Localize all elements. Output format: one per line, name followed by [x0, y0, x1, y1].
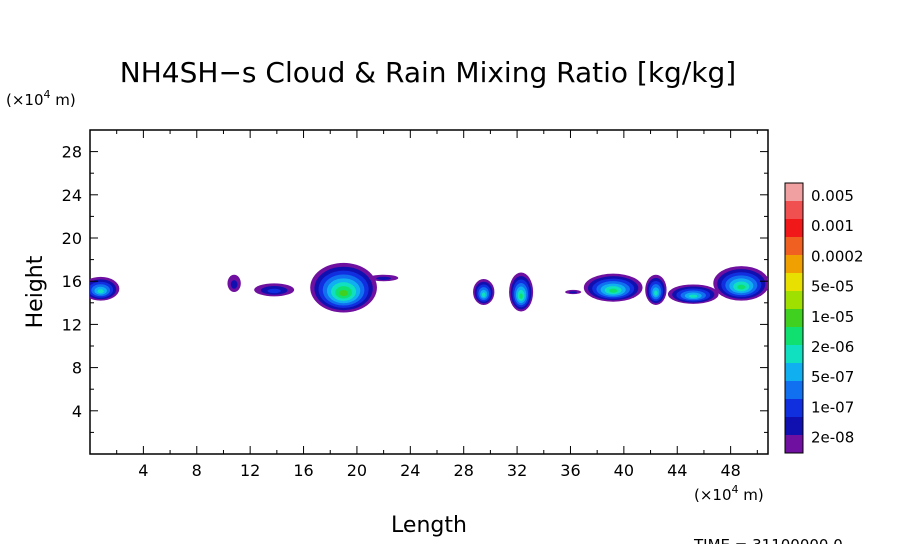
x-tick-label: 40	[614, 461, 634, 480]
cloud-contour	[608, 288, 618, 293]
cloud-blob	[583, 273, 643, 302]
cloud-blob	[90, 276, 120, 301]
x-tick-label: 32	[507, 461, 527, 480]
colorbar-label: 1e-07	[811, 398, 854, 416]
cloud-contour	[519, 293, 523, 299]
x-tick-label: 8	[192, 461, 202, 480]
colorbar-swatch	[785, 291, 803, 309]
x-ticks: 4 8 12 16 20 24 28 32 36 40 44 48	[116, 130, 758, 480]
colorbar-swatch	[785, 273, 803, 291]
colorbar-swatch	[785, 237, 803, 255]
cloud-contour	[267, 288, 281, 294]
colorbar-label: 2e-06	[811, 338, 854, 356]
cloud-blob	[645, 274, 667, 305]
colorbar-label: 0.001	[811, 217, 854, 235]
x-axis-label: Length	[391, 513, 467, 538]
cloud-blob	[310, 262, 377, 313]
y-tick-label: 8	[72, 359, 82, 378]
colorbar-swatch	[785, 219, 803, 237]
cloud-blob	[565, 289, 582, 295]
cloud-contour	[689, 294, 698, 298]
cloud-blob	[509, 272, 534, 312]
y-ticks: 4 8 12 16 20 24 28	[62, 143, 768, 433]
cloud-contour	[481, 292, 486, 297]
cloud-contour	[230, 280, 238, 289]
cloud-contour	[97, 289, 104, 294]
y-unit-label: (×104 m)	[6, 88, 76, 109]
time-label: TIME = 31100000.0	[693, 536, 843, 544]
cloud-blob	[473, 279, 495, 305]
cloud-contour	[737, 284, 746, 290]
cloud-contour	[376, 276, 391, 280]
x-tick-label: 16	[293, 461, 313, 480]
colorbar-swatch	[785, 399, 803, 417]
x-tick-label: 20	[347, 461, 367, 480]
cloud-blob	[254, 283, 295, 297]
cloud-contour	[339, 290, 348, 297]
colorbar-label: 0.0002	[811, 247, 864, 265]
cloud-blob	[713, 266, 768, 301]
y-tick-label: 28	[62, 143, 82, 162]
colorbar-label: 1e-05	[811, 308, 854, 326]
y-tick-label: 16	[62, 272, 82, 291]
cloud-blob	[227, 274, 241, 292]
x-tick-label: 36	[560, 461, 580, 480]
y-tick-label: 20	[62, 229, 82, 248]
cloud-field	[90, 262, 768, 313]
colorbar-swatch	[785, 255, 803, 273]
colorbar-label: 0.005	[811, 187, 854, 205]
colorbar-swatch	[785, 381, 803, 399]
colorbar-label: 5e-07	[811, 368, 854, 386]
colorbar-swatch	[785, 183, 803, 201]
x-tick-label: 4	[138, 461, 148, 480]
colorbar-swatch	[785, 417, 803, 435]
x-tick-label: 48	[720, 461, 740, 480]
cloud-contour	[654, 290, 658, 296]
y-tick-label: 24	[62, 186, 82, 205]
x-tick-label: 44	[667, 461, 687, 480]
y-tick-label: 12	[62, 315, 82, 334]
cloud-contour	[569, 291, 578, 294]
colorbar-swatch	[785, 309, 803, 327]
colorbar-label: 5e-05	[811, 278, 854, 296]
x-tick-label: 28	[454, 461, 474, 480]
y-tick-label: 4	[72, 402, 82, 421]
colorbar-label: 2e-08	[811, 429, 854, 447]
x-tick-label: 12	[240, 461, 260, 480]
colorbar: 0.005 0.001 0.0002 5e-05 1e-05 2e-06 5e-07 1e-0…	[784, 182, 864, 454]
chart-title: NH4SH−s Cloud & Rain Mixing Ratio [kg/kg…	[120, 56, 736, 89]
colorbar-swatch	[785, 435, 803, 453]
colorbar-swatch	[785, 345, 803, 363]
colorbar-swatch	[785, 327, 803, 345]
colorbar-swatch	[785, 363, 803, 381]
x-unit-label: (×104 m)	[694, 483, 764, 504]
x-tick-label: 24	[400, 461, 420, 480]
colorbar-swatch	[785, 201, 803, 219]
cloud-blob	[667, 284, 719, 304]
colorbar-frame	[784, 182, 804, 454]
y-axis-label: Height	[23, 255, 48, 328]
cloud-blob	[368, 274, 399, 282]
